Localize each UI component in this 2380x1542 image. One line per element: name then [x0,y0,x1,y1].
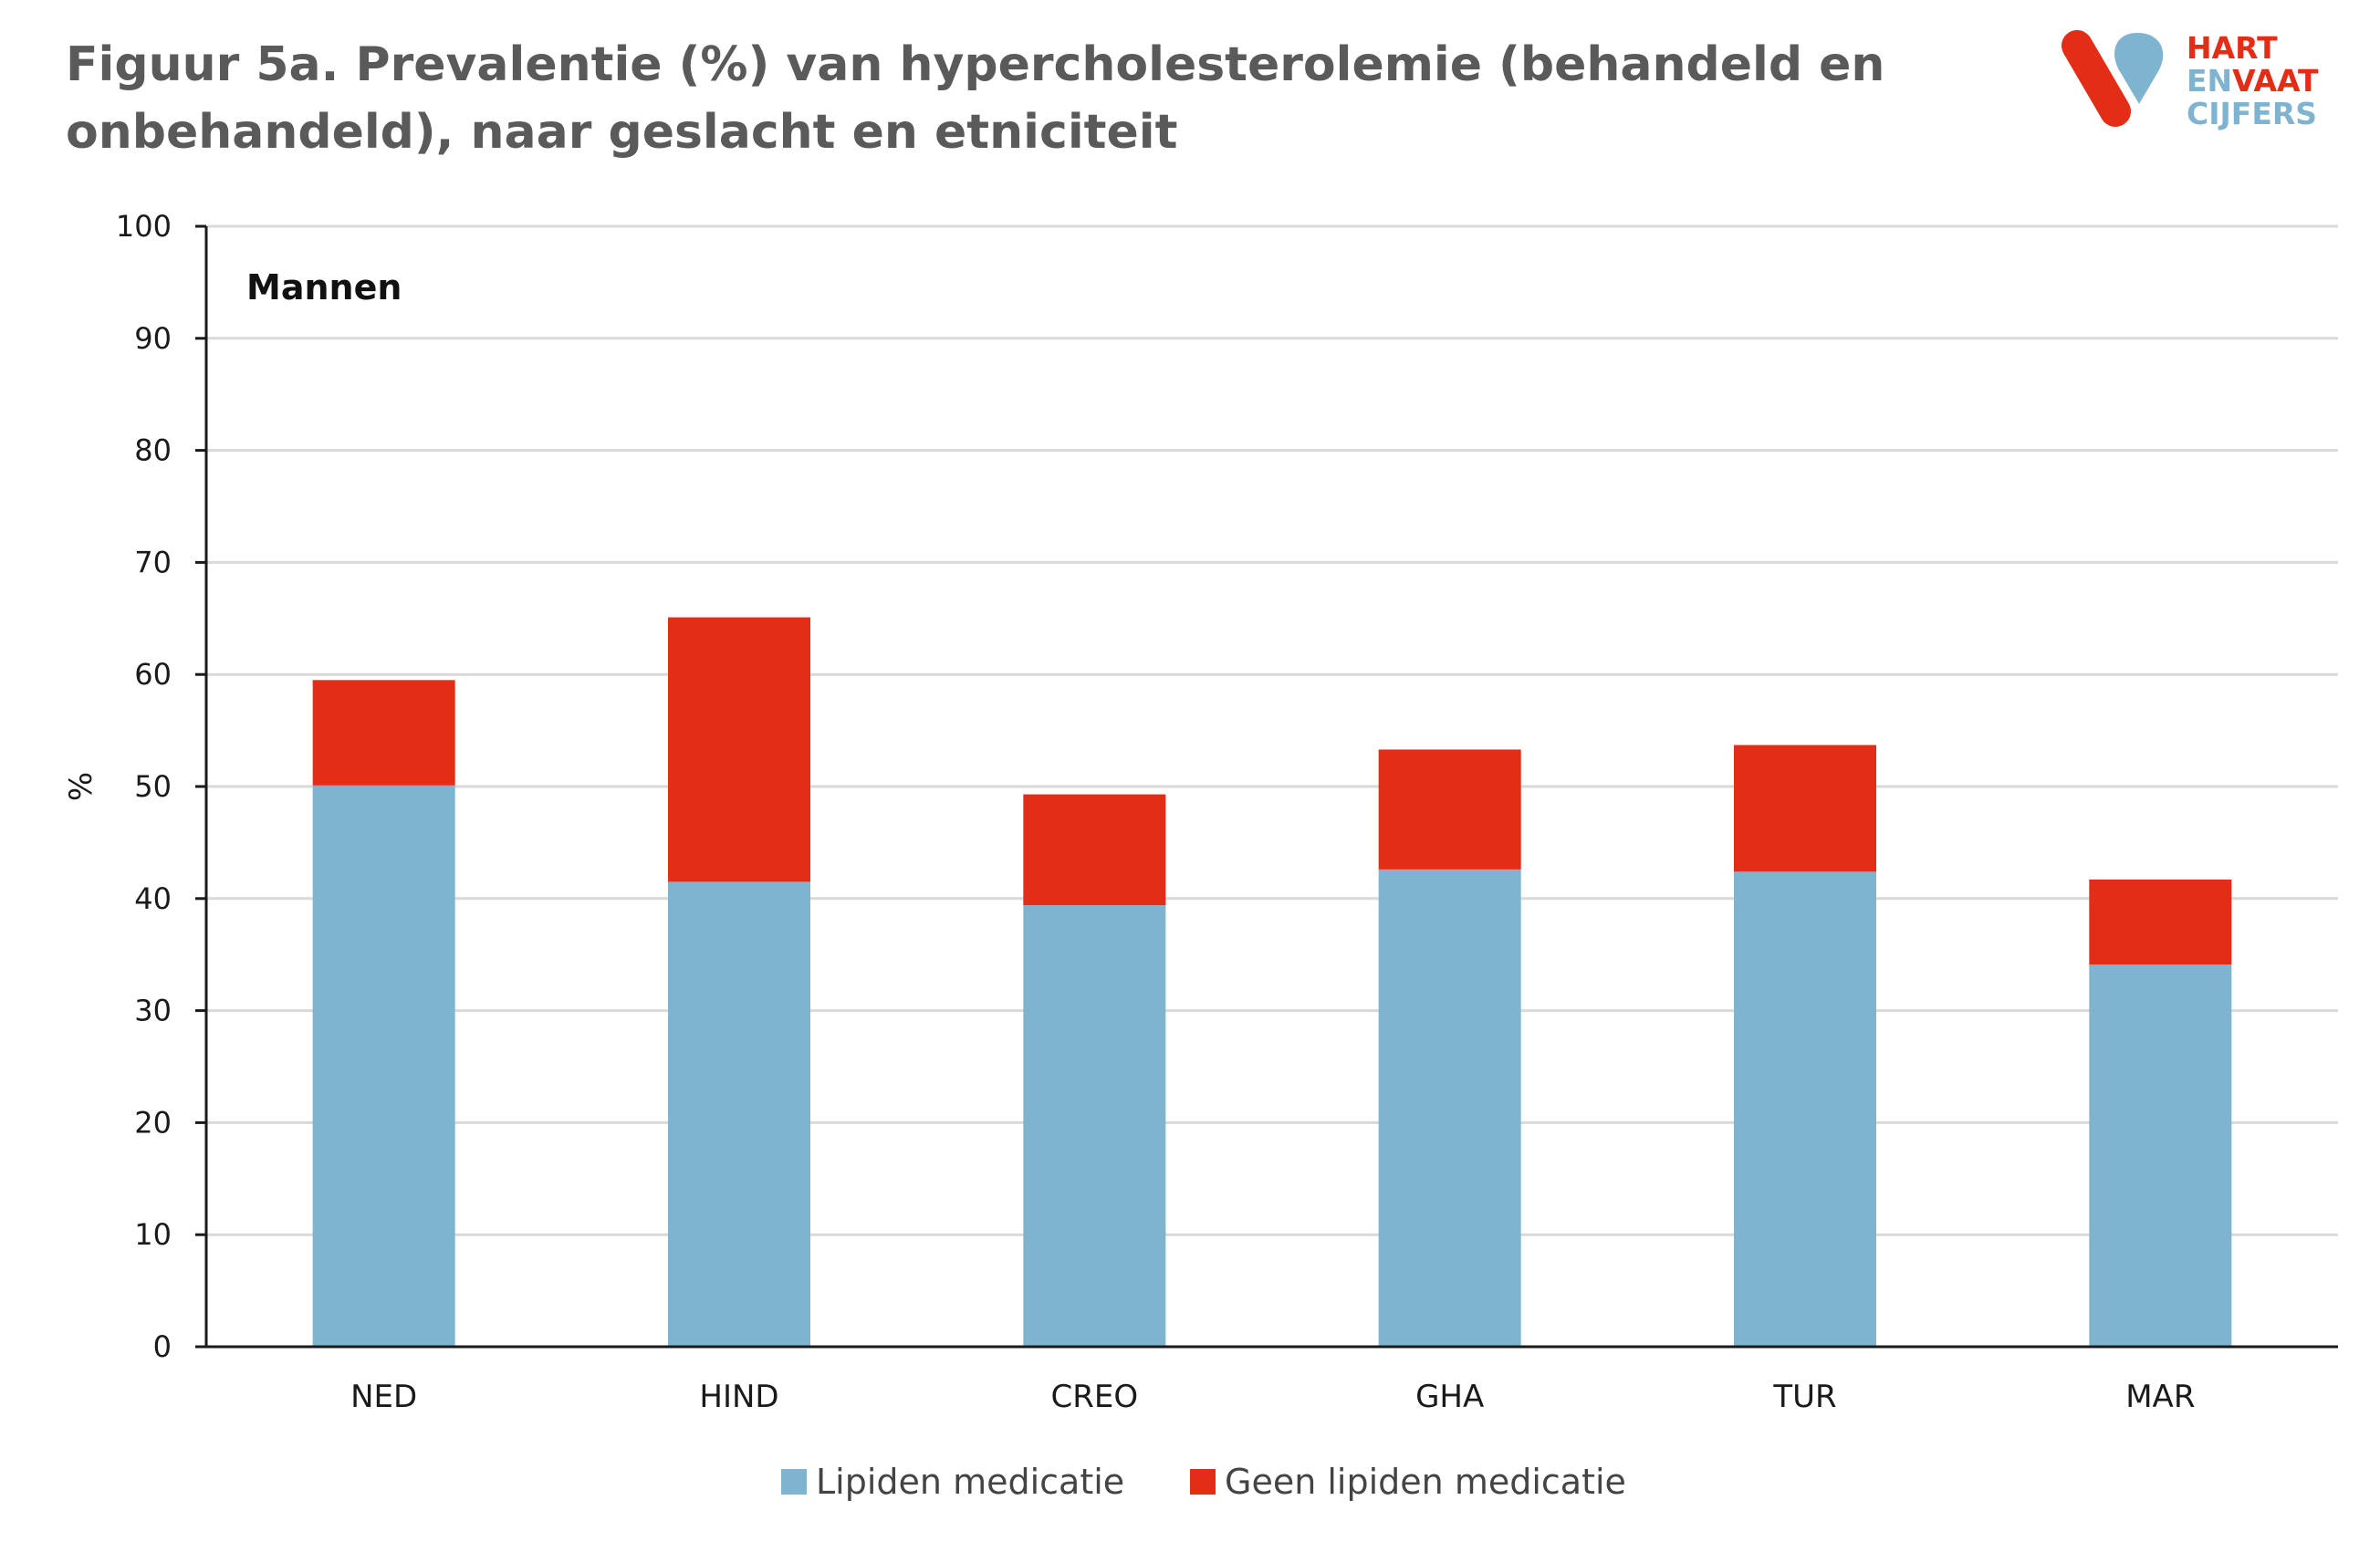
chart-title: Figuur 5a. Prevalentie (%) van hyperchol… [66,31,1891,166]
legend-label-2: Geen lipiden medicatie [1225,1462,1626,1502]
gridlines [206,224,2338,1236]
panel-label: Mannen [246,267,402,307]
bars [312,617,2232,1347]
bar-hind-series-1 [668,881,810,1347]
y-tick-label: 10 [134,1217,172,1252]
legend-label-1: Lipiden medicatie [816,1462,1124,1502]
bar-mar-series-1 [2089,964,2232,1347]
y-tick-labels: 0 10 20 30 40 50 60 70 80 90 100 [116,209,172,1364]
legend-swatch-1 [781,1469,807,1495]
x-tick-label: CREO [1051,1379,1139,1415]
legend: Lipiden medicatie Geen lipiden medicatie [781,1462,1626,1502]
hart-en-vaat-cijfers-logo: HART ENVAAT CIJFERS [2062,30,2319,131]
axes [195,224,2338,1349]
chart-title-line-2: onbehandeld), naar geslacht en etnicitei… [66,105,1178,160]
bar-ned-series-1 [312,785,455,1347]
bar-gha-series-2 [1378,749,1521,870]
logo-text-cijfers: CIJFERS [2187,96,2317,131]
y-axis-label: % [63,772,99,801]
bar-hind-series-2 [668,617,810,882]
x-tick-label: NED [350,1379,417,1415]
logo-text-en: EN [2187,63,2232,99]
x-tick-label: TUR [1772,1379,1836,1415]
bar-mar-series-2 [2089,879,2232,965]
x-tick-labels: NED HIND CREO GHA TUR MAR [350,1379,2195,1415]
logo-text-hart: HART [2187,30,2278,66]
y-tick-label: 100 [116,209,172,244]
y-tick-label: 80 [134,433,172,468]
y-tick-label: 50 [134,769,172,804]
bar-creo-series-2 [1023,794,1166,906]
bar-tur-series-1 [1734,871,1876,1347]
bar-tur-series-2 [1734,745,1876,872]
x-tick-label: GHA [1415,1379,1484,1415]
bar-creo-series-1 [1023,905,1166,1347]
x-tick-label: HIND [699,1379,778,1415]
chart-title-line-1: Figuur 5a. Prevalentie (%) van hyperchol… [66,37,1885,92]
heart-and-vessels-logo-icon [2062,30,2164,127]
y-tick-label: 70 [134,545,172,579]
y-tick-label: 40 [134,881,172,916]
y-tick-label: 0 [153,1329,172,1364]
y-tick-label: 30 [134,994,172,1028]
y-tick-label: 90 [134,321,172,356]
bar-ned-series-2 [312,680,455,786]
logo-text-vaat: VAAT [2232,63,2319,99]
y-tick-label: 20 [134,1105,172,1140]
x-tick-label: MAR [2125,1379,2195,1415]
logo-text-envaat: ENVAAT [2187,63,2319,99]
legend-swatch-2 [1190,1469,1216,1495]
y-tick-label: 60 [134,657,172,692]
bar-gha-series-1 [1378,869,1521,1347]
